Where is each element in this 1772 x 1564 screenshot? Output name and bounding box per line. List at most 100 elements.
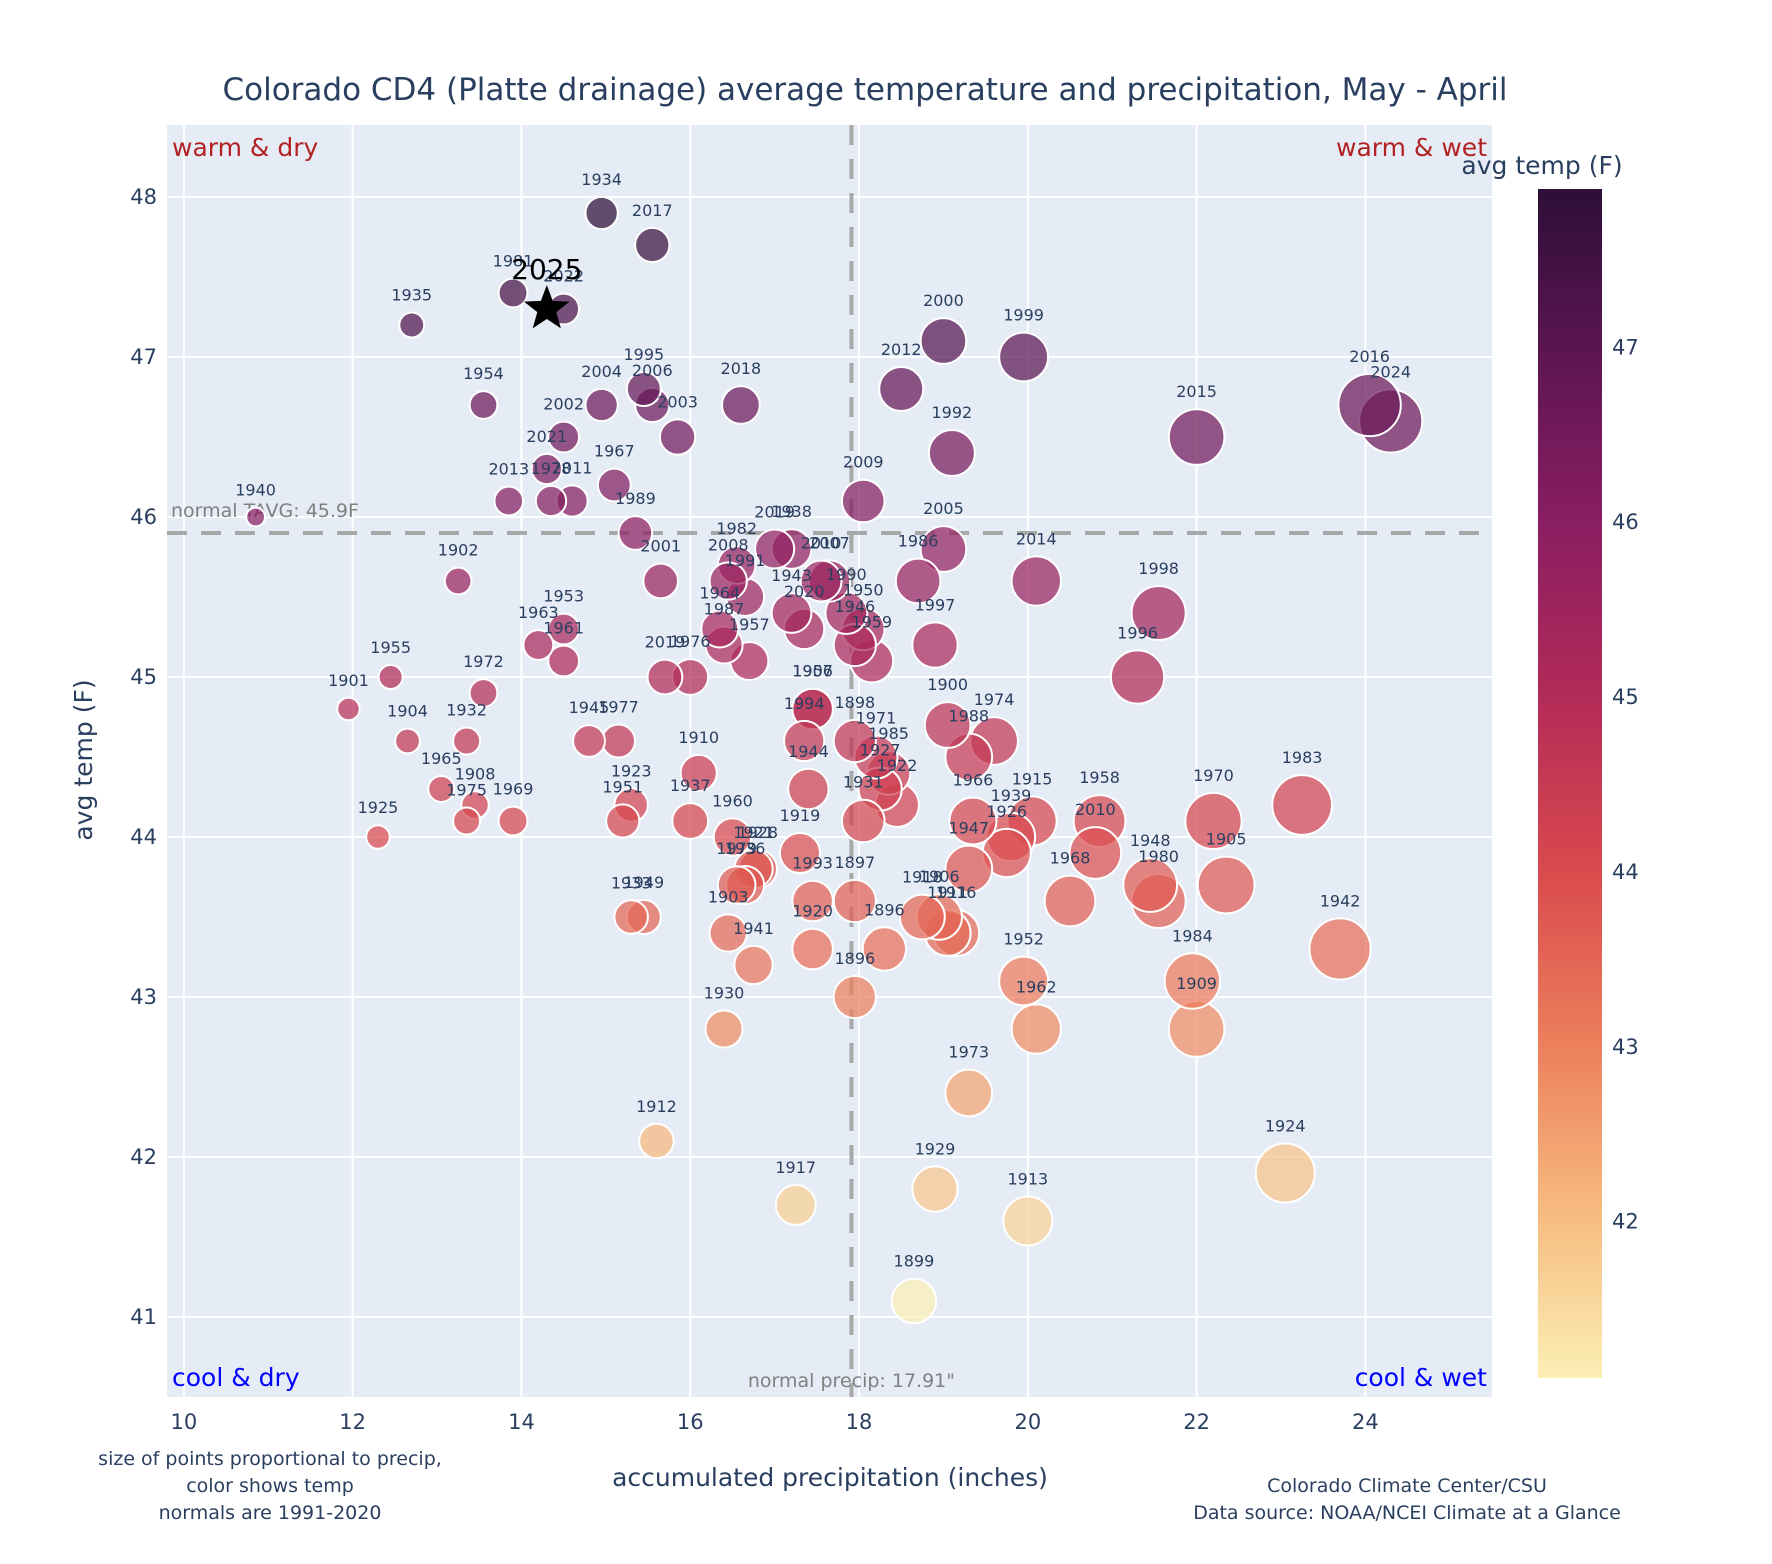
highlight-label: 2025 — [511, 253, 582, 286]
point-label: 1948 — [1130, 831, 1171, 850]
point-label: 1952 — [1003, 930, 1044, 949]
data-point — [679, 753, 718, 793]
point-label: 1965 — [421, 749, 462, 768]
point-label: 1896 — [834, 949, 875, 968]
point-label: 1932 — [446, 700, 487, 719]
data-point — [398, 311, 426, 339]
note-color: color shows temp — [186, 1475, 354, 1497]
point-label: 1909 — [1176, 974, 1217, 993]
point-label: 2010 — [801, 534, 842, 553]
point-label: 2022 — [543, 267, 584, 286]
point-label: 1910 — [678, 728, 719, 747]
data-point — [799, 559, 843, 603]
data-point — [1254, 1142, 1316, 1204]
point-label: 1949 — [623, 873, 664, 892]
point-label: 1958 — [1079, 768, 1120, 787]
point-label: 1912 — [636, 1097, 677, 1116]
point-label: 1934 — [581, 170, 622, 189]
point-label: 1977 — [598, 698, 639, 717]
data-point — [547, 612, 581, 646]
point-label: 1931 — [843, 773, 884, 792]
point-label: 2002 — [543, 395, 584, 414]
point-label: 2024 — [1370, 362, 1411, 381]
point-label: 2019 — [645, 633, 686, 652]
point-label: 1998 — [1138, 559, 1179, 578]
point-label: 1904 — [387, 702, 428, 721]
y-axis-ticks: 41 42 43 44 45 46 47 48 — [130, 185, 157, 1329]
x-axis-ticks: 10 12 14 16 18 20 22 24 — [171, 1410, 1379, 1434]
quadrant-label-cool-dry: cool & dry — [172, 1363, 300, 1392]
x-tick-label: 10 — [171, 1410, 198, 1434]
point-label: 1996 — [1117, 623, 1158, 642]
point-label: 1901 — [328, 671, 369, 690]
point-label: 2001 — [640, 537, 681, 556]
data-point — [245, 506, 267, 528]
point-label: 1925 — [358, 798, 399, 817]
point-label: 1927 — [860, 740, 901, 759]
data-point — [468, 390, 499, 420]
point-label: 2009 — [843, 453, 884, 472]
data-point — [783, 719, 826, 763]
point-label: 2016 — [1349, 347, 1390, 366]
data-point — [840, 478, 886, 524]
data-point — [596, 467, 632, 503]
data-point — [493, 485, 525, 517]
chart-title: Colorado CD4 (Platte drainage) average t… — [222, 72, 1507, 108]
data-point — [530, 452, 563, 486]
data-points — [245, 195, 1424, 1325]
point-label: 1906 — [919, 867, 960, 886]
point-label: 1985 — [868, 724, 909, 743]
data-point — [638, 1122, 675, 1160]
point-label: 1997 — [915, 595, 956, 614]
x-tick-label: 24 — [1352, 1410, 1379, 1434]
data-point — [1337, 372, 1402, 438]
point-label: 1905 — [1206, 830, 1247, 849]
point-label: 1937 — [670, 776, 711, 795]
point-label: 2014 — [1016, 529, 1057, 548]
point-label: 1989 — [615, 489, 656, 508]
point-label: 1918 — [902, 868, 943, 887]
data-point — [1163, 952, 1222, 1010]
data-point — [497, 805, 529, 837]
data-point — [1043, 874, 1097, 928]
point-label: 2013 — [488, 460, 529, 479]
y-tick-label: 42 — [130, 1145, 157, 1169]
credit-source: Data source: NOAA/NCEI Climate at a Glan… — [1193, 1502, 1621, 1524]
data-point — [572, 724, 606, 758]
data-point — [998, 955, 1050, 1007]
x-tick-label: 12 — [339, 1410, 366, 1434]
data-point — [1184, 791, 1243, 851]
data-point — [919, 525, 968, 573]
data-point — [452, 726, 482, 756]
point-label: 1978 — [531, 459, 572, 478]
point-label: 2000 — [923, 291, 964, 310]
data-point — [911, 1165, 959, 1213]
point-label: 2020 — [784, 582, 825, 601]
x-tick-label: 20 — [1014, 1410, 1041, 1434]
normal-lines: normal TAVG: 45.9F normal precip: 17.91" — [167, 125, 1492, 1397]
point-label: 1899 — [894, 1252, 935, 1271]
data-point — [861, 926, 908, 972]
data-point — [617, 515, 654, 551]
point-label: 1964 — [699, 584, 740, 603]
point-label: 1973 — [948, 1043, 989, 1062]
normal-temp-label: normal TAVG: 45.9F — [171, 500, 359, 522]
data-point — [646, 658, 684, 696]
point-label: 2006 — [632, 361, 673, 380]
point-label: 1982 — [716, 519, 757, 538]
data-point — [534, 484, 568, 518]
data-point — [497, 277, 529, 309]
data-point — [1122, 857, 1179, 913]
data-point — [923, 701, 972, 749]
point-label: 1924 — [1265, 1116, 1306, 1135]
point-label: 1908 — [455, 764, 496, 783]
data-point — [1002, 1195, 1054, 1247]
data-point — [791, 927, 834, 971]
data-point — [878, 365, 925, 413]
point-label: 1943 — [771, 566, 812, 585]
point-label: 2010 — [1075, 800, 1116, 819]
y-tick-label: 47 — [130, 345, 157, 369]
data-point — [770, 592, 813, 634]
data-point — [840, 798, 886, 844]
